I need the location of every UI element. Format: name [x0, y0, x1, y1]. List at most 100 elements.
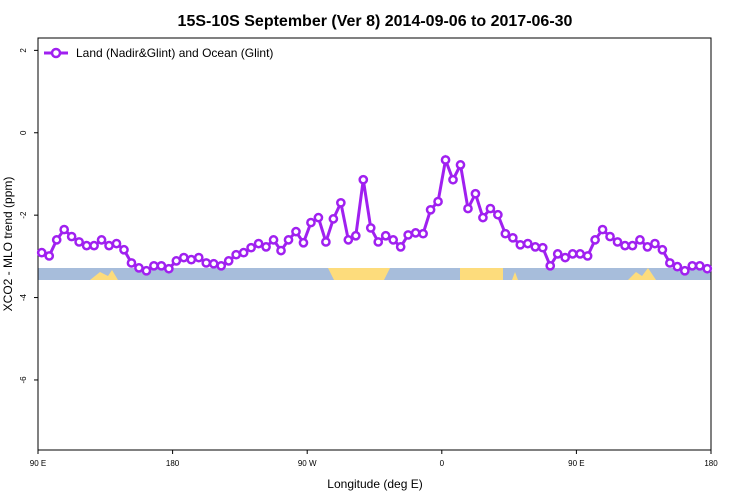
point	[141, 265, 152, 276]
land-area	[90, 270, 118, 280]
point	[478, 212, 488, 223]
point	[470, 188, 481, 199]
point	[171, 256, 182, 266]
point	[238, 247, 249, 258]
point	[620, 240, 630, 251]
point	[537, 242, 548, 253]
point	[552, 249, 563, 259]
point	[164, 263, 174, 274]
point	[231, 249, 242, 260]
land-area	[460, 268, 503, 280]
point	[507, 232, 518, 243]
point	[679, 265, 690, 276]
x-tick-label: 0	[440, 459, 445, 468]
land-mask	[38, 268, 711, 280]
series-line	[41, 154, 708, 273]
point	[321, 237, 331, 247]
point	[313, 212, 324, 223]
point	[567, 249, 578, 259]
point	[246, 242, 256, 253]
plot-frame	[37, 37, 712, 451]
point	[373, 237, 384, 247]
point	[96, 235, 107, 245]
point	[261, 242, 271, 252]
point	[575, 249, 585, 259]
y-tick-label: -4	[19, 293, 28, 301]
point	[627, 240, 638, 251]
x-tick-label: 90 E	[30, 459, 46, 468]
land-area	[512, 272, 518, 280]
point	[201, 258, 212, 268]
legend-marker	[50, 47, 62, 59]
point	[193, 252, 204, 263]
point	[298, 237, 309, 248]
y-tick-label: 2	[19, 48, 28, 53]
y-axis-label: XCO2 - MLO trend (ppm)	[1, 177, 15, 312]
point	[119, 244, 129, 255]
point	[545, 260, 556, 271]
point	[81, 240, 92, 251]
point	[582, 251, 593, 261]
point	[642, 242, 653, 252]
point	[635, 235, 645, 245]
point	[500, 228, 511, 239]
point	[590, 235, 600, 245]
point	[672, 261, 683, 272]
point	[223, 256, 234, 266]
point	[440, 155, 451, 165]
point	[59, 224, 70, 235]
x-tick-label: 90 W	[298, 459, 317, 468]
point	[560, 252, 571, 263]
point	[597, 224, 608, 235]
point	[126, 258, 137, 268]
land-area	[628, 268, 656, 280]
point	[44, 251, 55, 261]
point	[36, 247, 47, 258]
y-tick-label: 0	[19, 130, 28, 135]
point	[388, 235, 399, 245]
point	[694, 260, 705, 271]
point	[365, 223, 376, 233]
point	[268, 235, 279, 245]
x-axis-label: Longitude (deg E)	[327, 477, 422, 491]
point	[336, 197, 346, 208]
point	[425, 204, 436, 215]
point	[216, 260, 227, 271]
point	[522, 238, 533, 249]
point	[358, 174, 369, 185]
point	[111, 238, 122, 249]
point	[463, 203, 473, 214]
x-tick-label: 180	[704, 459, 718, 468]
point	[380, 230, 391, 241]
land-area	[328, 268, 390, 280]
point	[403, 230, 413, 240]
point	[657, 244, 668, 255]
point	[343, 235, 354, 245]
point	[208, 258, 219, 269]
point	[350, 230, 361, 241]
point	[74, 237, 84, 247]
legend-label: Land (Nadir&Glint) and Ocean (Glint)	[76, 46, 273, 60]
point	[493, 209, 503, 220]
point	[433, 196, 443, 207]
point	[530, 242, 541, 252]
point	[448, 174, 458, 185]
point	[687, 260, 698, 271]
point	[134, 263, 144, 273]
point	[186, 254, 197, 265]
point	[291, 226, 301, 237]
point	[276, 245, 286, 256]
chart-title: 15S-10S September (Ver 8) 2014-09-06 to …	[178, 13, 573, 30]
point	[605, 231, 615, 242]
x-tick-label: 90 E	[568, 459, 584, 468]
point	[104, 240, 114, 251]
y-tick-label: -2	[19, 211, 28, 219]
point	[283, 235, 294, 245]
point	[51, 235, 62, 245]
point	[665, 258, 675, 268]
y-tick-label: -6	[19, 376, 28, 384]
point	[328, 214, 339, 224]
point	[149, 260, 159, 271]
point	[156, 260, 167, 271]
